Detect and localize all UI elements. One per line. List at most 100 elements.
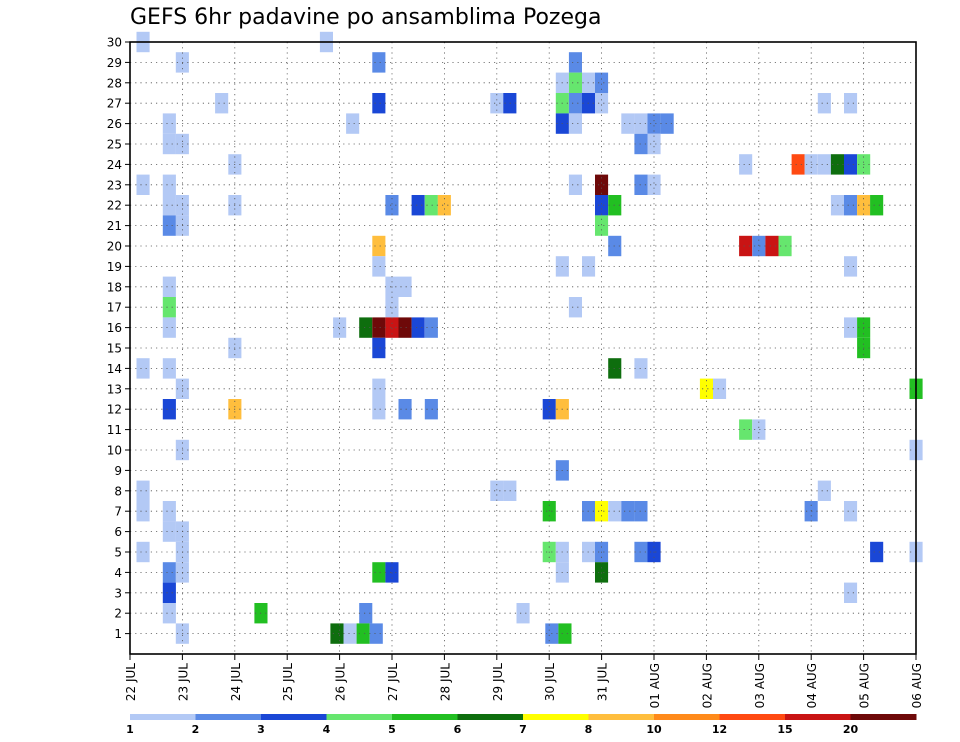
data-cell (162, 215, 176, 236)
y-tick-label: 5 (114, 546, 122, 560)
data-cell (804, 154, 818, 175)
data-cell (385, 317, 399, 338)
plot-frame (129, 41, 917, 655)
x-tick-label: 26 JUL (334, 663, 348, 701)
data-cell (372, 399, 386, 420)
data-cell (739, 154, 753, 175)
data-cell (621, 113, 635, 134)
data-cell (372, 235, 386, 257)
data-cell (346, 113, 360, 134)
x-tick-label: 01 AUG (648, 663, 662, 708)
data-cell (162, 276, 176, 297)
data-cell (595, 174, 609, 195)
y-tick-label: 26 (107, 117, 122, 131)
y-tick-label: 25 (107, 138, 122, 152)
y-tick-label: 20 (107, 240, 122, 254)
data-cell (647, 113, 661, 134)
data-cell (162, 317, 176, 338)
y-tick-label: 4 (114, 566, 122, 580)
colorbar-swatch (261, 714, 327, 720)
data-cell (372, 562, 386, 583)
data-cell (411, 317, 425, 338)
colorbar-label: 7 (519, 723, 527, 736)
data-cell (739, 419, 753, 440)
data-cell (359, 603, 373, 624)
data-cell (595, 215, 609, 236)
data-cell (634, 133, 648, 155)
data-cell (817, 480, 831, 501)
data-cell (162, 562, 176, 583)
x-tick-label: 28 JUL (438, 663, 452, 701)
colorbar: 1 2 3 4 5 6 7 8 10 12 15 20 (126, 714, 917, 736)
y-tick-label: 7 (114, 505, 122, 519)
colorbar-label: 1 (126, 723, 134, 736)
data-cell (490, 480, 504, 501)
data-cell (424, 317, 438, 338)
data-cell (162, 399, 176, 420)
data-cell (870, 195, 884, 216)
data-cell (372, 337, 386, 359)
chart-title: GEFS 6hr padavine po ansamblima Pozega (130, 5, 602, 30)
data-cell (634, 501, 648, 522)
y-tick-label: 23 (107, 178, 122, 192)
data-cell (136, 174, 150, 195)
data-cell (817, 154, 831, 175)
data-cell (136, 480, 150, 501)
y-tick-label: 11 (107, 423, 122, 437)
data-cell (372, 317, 386, 338)
data-cell (647, 174, 661, 195)
data-cell (215, 93, 229, 114)
data-cell (437, 195, 451, 216)
data-cell (765, 235, 779, 257)
colorbar-label: 12 (712, 723, 727, 736)
data-cell (162, 113, 176, 134)
data-cell (844, 154, 858, 175)
data-cell (621, 501, 635, 522)
colorbar-swatch (654, 714, 720, 720)
data-cell (424, 195, 438, 216)
x-tick-label: 03 AUG (753, 663, 767, 708)
colorbar-label: 20 (843, 723, 859, 736)
data-cell (162, 174, 176, 195)
y-tick-label: 22 (107, 199, 122, 213)
data-cell (568, 93, 582, 114)
data-cell (385, 195, 399, 216)
data-cell (752, 419, 766, 440)
data-cell (398, 399, 412, 420)
y-tick-label: 10 (107, 444, 122, 458)
data-cell (791, 154, 805, 175)
colorbar-label: 5 (388, 723, 396, 736)
colorbar-label: 6 (454, 723, 462, 736)
colorbar-label: 8 (585, 723, 593, 736)
y-tick-label: 14 (107, 362, 122, 376)
data-cell (634, 541, 648, 563)
colorbar-swatch (457, 714, 524, 720)
data-cell (162, 133, 176, 155)
data-cell (558, 623, 572, 644)
data-cell (398, 317, 412, 338)
x-tick-label: 23 JUL (176, 663, 190, 701)
data-cell (647, 133, 661, 155)
data-cell (817, 93, 831, 114)
data-cell (778, 235, 792, 257)
y-tick-label: 9 (114, 464, 122, 478)
data-cell (424, 399, 438, 420)
colorbar-swatch (588, 714, 655, 720)
data-cell (870, 541, 884, 563)
data-cell (595, 195, 609, 216)
x-tick-label: 27 JUL (386, 663, 400, 701)
data-cell (595, 72, 609, 93)
data-cell (844, 582, 858, 603)
colorbar-swatch (326, 714, 393, 720)
y-tick-label: 17 (107, 301, 122, 315)
y-tick-label: 8 (114, 484, 122, 498)
x-axis: 22 JUL 23 JUL 24 JUL 25 JUL 26 JUL 27 JUL 28 J… (124, 654, 924, 708)
data-cell (634, 113, 648, 134)
colorbar-swatch (719, 714, 786, 720)
y-tick-label: 15 (107, 342, 122, 356)
y-tick-label: 13 (107, 382, 122, 396)
data-cell (162, 603, 176, 624)
y-tick-label: 2 (114, 607, 122, 621)
data-cell (372, 378, 386, 399)
colorbar-label: 10 (646, 723, 662, 736)
